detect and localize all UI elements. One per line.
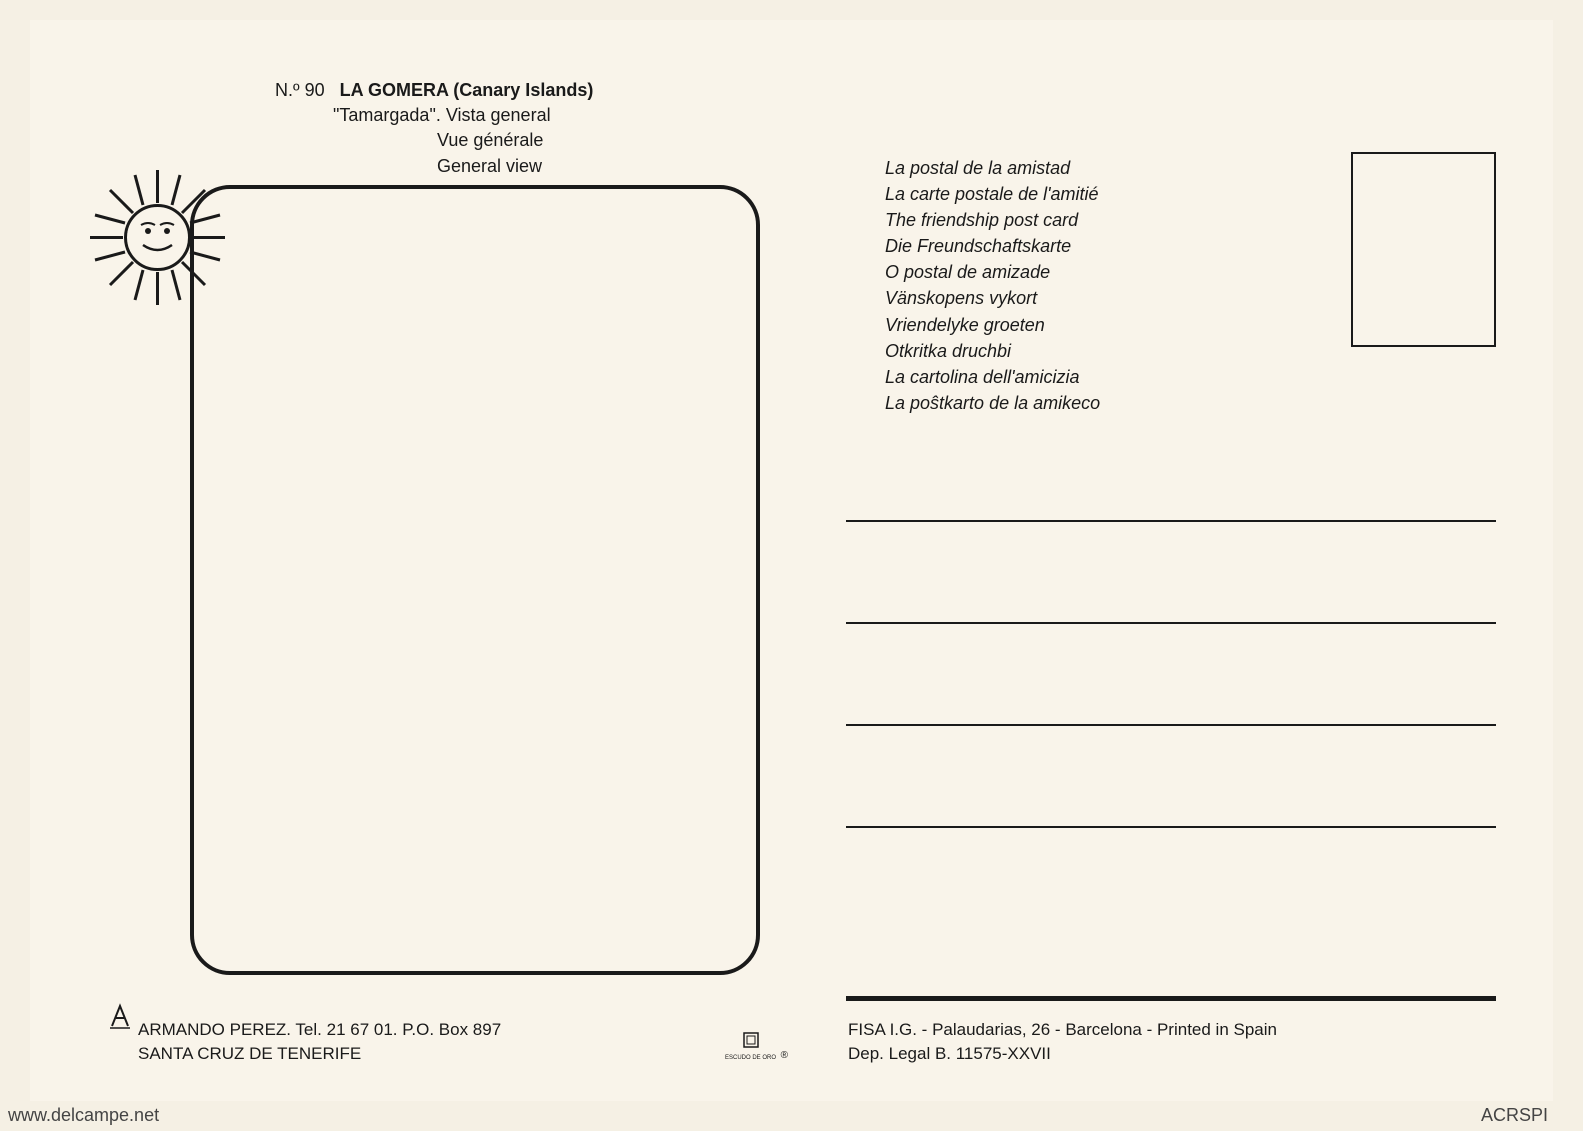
watermark-url: www.delcampe.net <box>8 1105 159 1126</box>
publisher-logo-icon <box>108 1002 132 1036</box>
publisher-line-2: SANTA CRUZ DE TENERIFE <box>138 1042 501 1066</box>
publisher-info-right: FISA I.G. - Palaudarias, 26 - Barcelona … <box>848 1018 1498 1066</box>
header-line-3: General view <box>275 154 593 179</box>
friendship-line: Vänskopens vykort <box>885 285 1100 311</box>
friendship-line: La carte postale de l'amitié <box>885 181 1100 207</box>
address-rule <box>846 826 1496 828</box>
friendship-line: La postal de la amistad <box>885 155 1100 181</box>
fisa-line-2: Dep. Legal B. 11575-XXVII <box>848 1042 1498 1066</box>
watermark-seller: ACRSPI <box>1481 1105 1548 1126</box>
friendship-line: La poŝtkarto de la amikeco <box>885 390 1100 416</box>
friendship-line: Otkritka druchbi <box>885 338 1100 364</box>
header-line-1: N.º 90 LA GOMERA (Canary Islands) <box>275 78 593 103</box>
header-line-2: Vue générale <box>275 128 593 153</box>
footer-divider <box>846 996 1496 1001</box>
card-number: N.º 90 <box>275 80 325 100</box>
header-caption: N.º 90 LA GOMERA (Canary Islands) "Tamar… <box>275 78 593 179</box>
friendship-line: Vriendelyke groeten <box>885 312 1100 338</box>
friendship-line: Die Freundschaftskarte <box>885 233 1100 259</box>
header-subtitle: "Tamargada". Vista general <box>275 103 593 128</box>
friendship-line: O postal de amizade <box>885 259 1100 285</box>
stamp-placeholder <box>1351 152 1496 347</box>
friendship-line: The friendship post card <box>885 207 1100 233</box>
card-title: LA GOMERA (Canary Islands) <box>340 80 594 100</box>
friendship-line: La cartolina dell'amicizia <box>885 364 1100 390</box>
address-lines-area <box>846 520 1496 828</box>
escudo-de-oro-logo: ESCUDO DE ORO ® <box>725 1031 776 1061</box>
escudo-shield-icon <box>742 1031 760 1053</box>
publisher-line-1: ARMANDO PEREZ. Tel. 21 67 01. P.O. Box 8… <box>138 1018 501 1042</box>
escudo-label: ESCUDO DE ORO <box>725 1055 776 1061</box>
friendship-tagline-block: La postal de la amistad La carte postale… <box>885 155 1100 416</box>
address-rule <box>846 622 1496 624</box>
message-writing-area <box>190 185 760 975</box>
address-rule <box>846 520 1496 522</box>
postcard-back: N.º 90 LA GOMERA (Canary Islands) "Tamar… <box>30 20 1553 1101</box>
publisher-info-left: ARMANDO PEREZ. Tel. 21 67 01. P.O. Box 8… <box>138 1018 501 1066</box>
address-rule <box>846 724 1496 726</box>
registered-mark: ® <box>781 1050 788 1061</box>
fisa-line-1: FISA I.G. - Palaudarias, 26 - Barcelona … <box>848 1018 1498 1042</box>
